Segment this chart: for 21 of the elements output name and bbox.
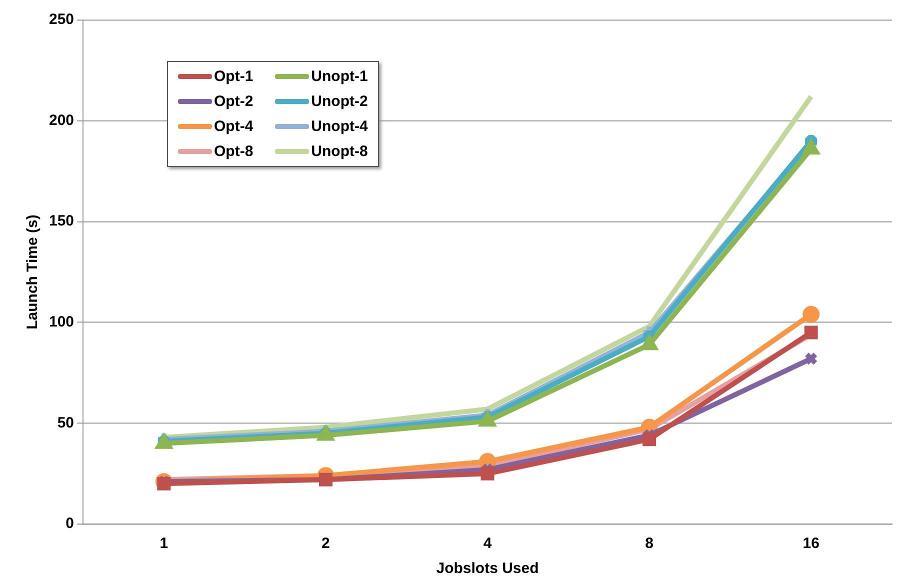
y-axis-title: Launch Time (s) xyxy=(24,214,42,330)
y-tick-label: 250 xyxy=(48,11,74,28)
x-tick-label: 8 xyxy=(645,535,654,552)
y-tick-label: 100 xyxy=(48,314,74,331)
x-tick-label: 4 xyxy=(483,535,492,552)
y-tick-label: 150 xyxy=(48,212,74,230)
x-tick-label: 1 xyxy=(160,535,168,552)
legend-label: Opt-1 xyxy=(214,68,254,85)
legend-label: Unopt-1 xyxy=(311,68,368,85)
y-tick-label: 200 xyxy=(48,112,74,129)
y-tick-label: 50 xyxy=(57,414,74,432)
y-tick-label: 0 xyxy=(66,515,74,532)
legend-label: Opt-2 xyxy=(214,93,254,110)
legend-label: Opt-8 xyxy=(214,143,254,160)
legend-label: Unopt-2 xyxy=(311,93,368,110)
x-tick-label: 2 xyxy=(322,535,330,552)
legend-label: Opt-4 xyxy=(214,118,254,135)
x-tick-label: 16 xyxy=(802,535,820,552)
legend-label: Unopt-8 xyxy=(311,143,368,160)
x-axis-title: Jobslots Used xyxy=(436,560,539,578)
legend-label: Unopt-4 xyxy=(311,118,368,135)
